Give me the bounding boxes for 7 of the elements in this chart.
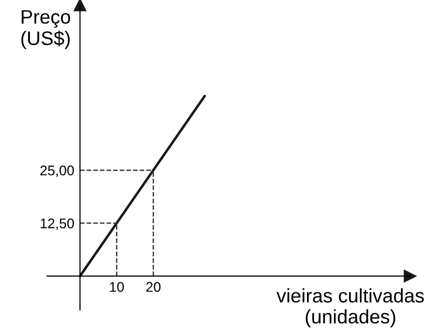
x-tick-label: 20 bbox=[146, 282, 161, 292]
y-axis-title: Preço (US$) bbox=[21, 10, 70, 49]
line-series bbox=[78, 94, 206, 278]
y-tick-label: 12,50 bbox=[40, 218, 74, 230]
x-tick-label: 10 bbox=[110, 282, 124, 292]
y-tick-label: 25,00 bbox=[40, 166, 74, 178]
x-axis-title: vieiras cultivadas (unidades) bbox=[276, 288, 424, 328]
